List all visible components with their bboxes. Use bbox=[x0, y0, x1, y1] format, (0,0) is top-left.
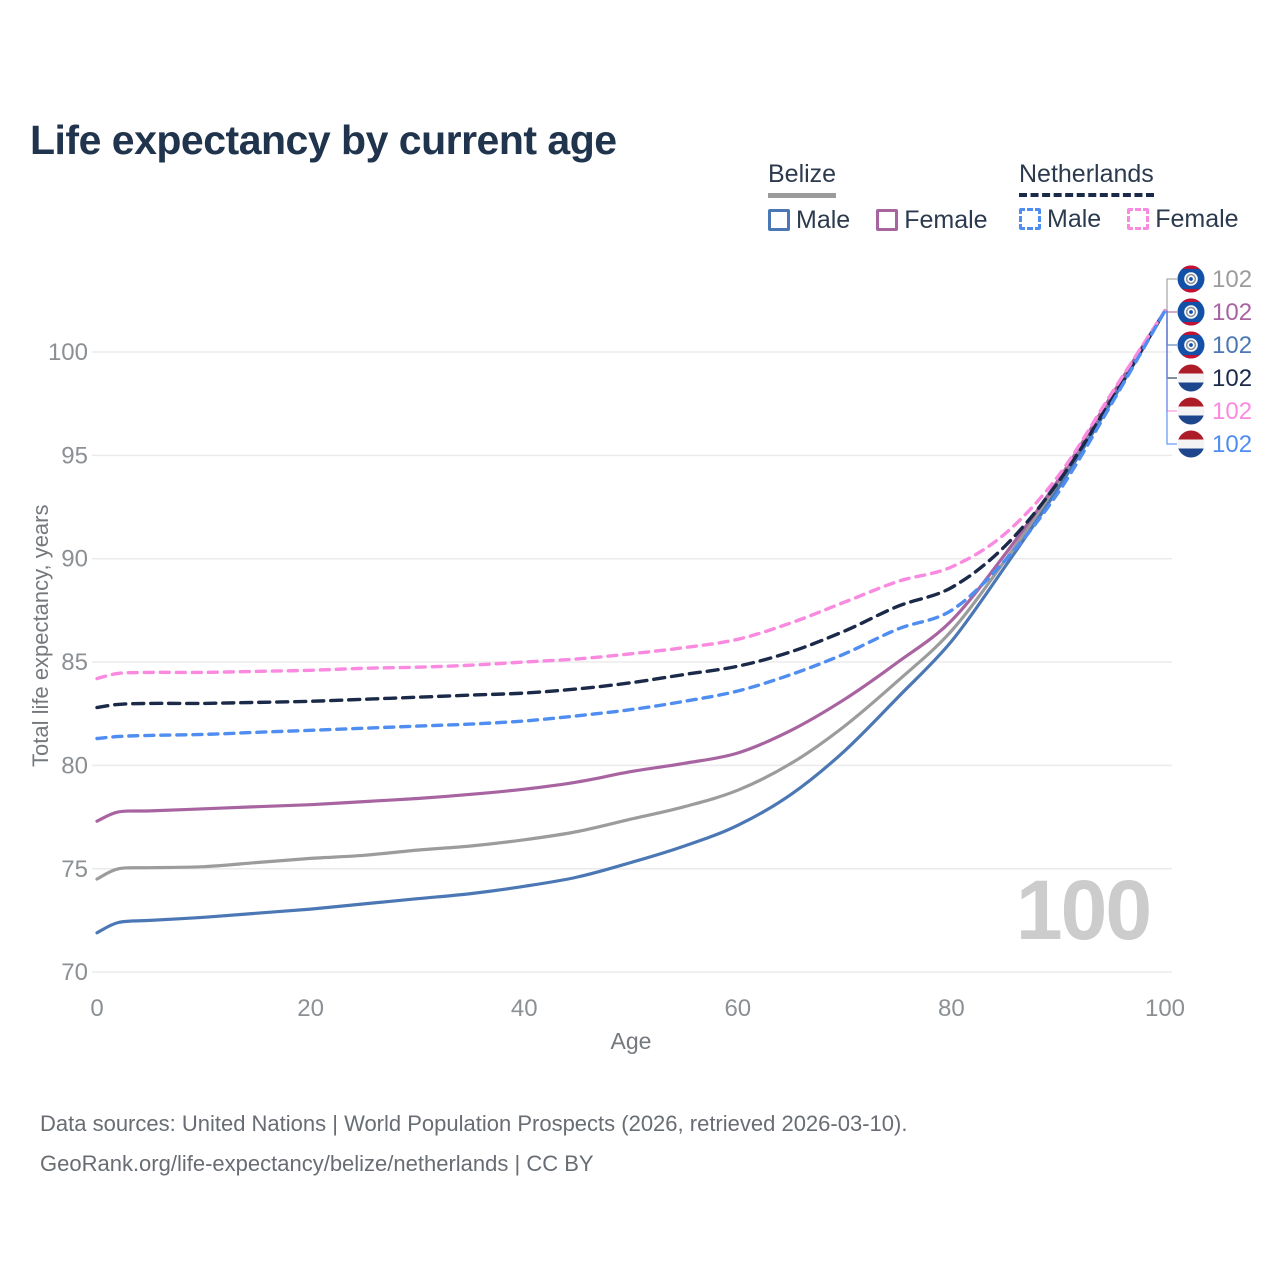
y-tick-label: 100 bbox=[48, 339, 88, 366]
end-label-belize-female: 102 bbox=[1212, 299, 1252, 326]
end-label-leader bbox=[1166, 310, 1177, 412]
footer: Data sources: United Nations | World Pop… bbox=[40, 1104, 907, 1184]
series-line-netherlands-female bbox=[95, 309, 1167, 681]
age-counter-watermark: 100 bbox=[1015, 863, 1152, 957]
x-tick-label: 40 bbox=[511, 995, 538, 1022]
netherlands-flag-icon bbox=[1177, 397, 1205, 425]
end-label-leader bbox=[1166, 310, 1177, 445]
belize-flag-icon bbox=[1177, 265, 1205, 293]
x-axis-title: Age bbox=[610, 1028, 652, 1054]
legend-item-belize-male[interactable]: Male bbox=[768, 206, 850, 235]
series-line-netherlands-total bbox=[95, 309, 1167, 710]
series-line-netherlands-male bbox=[95, 309, 1167, 741]
legend-swatch-netherlands-female[interactable] bbox=[1127, 208, 1150, 230]
series-line-belize-female bbox=[95, 309, 1167, 823]
x-tick-label: 20 bbox=[297, 995, 324, 1022]
series-line-belize-total bbox=[95, 309, 1167, 881]
legend-swatch-netherlands-male[interactable] bbox=[1019, 208, 1041, 230]
netherlands-flag-icon bbox=[1177, 364, 1205, 392]
belize-flag-icon bbox=[1177, 331, 1205, 359]
footer-attribution-link[interactable]: GeoRank.org/life-expectancy/belize/nethe… bbox=[40, 1151, 594, 1176]
x-tick-label: 80 bbox=[938, 995, 965, 1022]
x-tick-label: 100 bbox=[1145, 995, 1185, 1022]
page-title: Life expectancy by current age bbox=[30, 117, 617, 164]
y-tick-label: 85 bbox=[61, 649, 88, 676]
belize-flag-icon bbox=[1177, 298, 1205, 326]
legend-swatch-belize-female[interactable] bbox=[876, 209, 899, 231]
legend-swatch-belize-male[interactable] bbox=[768, 209, 790, 231]
end-label-netherlands-female: 102 bbox=[1212, 398, 1252, 425]
series-line-belize-male bbox=[95, 309, 1167, 935]
legend-group-netherlands: Netherlands Male Female bbox=[1019, 160, 1239, 234]
legend-label: Female bbox=[1155, 204, 1239, 233]
end-label-netherlands-total: 102 bbox=[1212, 365, 1252, 392]
y-tick-label: 80 bbox=[61, 752, 88, 779]
x-tick-label: 60 bbox=[724, 995, 751, 1022]
x-tick-label: 0 bbox=[90, 995, 103, 1022]
end-label-leader bbox=[1166, 310, 1177, 346]
legend-label: Male bbox=[1047, 204, 1102, 233]
y-tick-label: 75 bbox=[61, 856, 88, 883]
legend-item-netherlands-male[interactable]: Male bbox=[1019, 205, 1101, 234]
end-label-leader bbox=[1166, 278, 1177, 311]
legend-group-belize: Belize Male Female bbox=[768, 160, 988, 235]
end-label-belize-male: 102 bbox=[1212, 332, 1252, 359]
end-label-netherlands-male: 102 bbox=[1212, 431, 1252, 458]
legend-country-netherlands: Netherlands bbox=[1019, 160, 1154, 197]
y-tick-label: 95 bbox=[61, 442, 88, 469]
legend-label: Male bbox=[796, 205, 851, 234]
legend-label: Female bbox=[904, 205, 988, 234]
y-tick-label: 70 bbox=[61, 959, 88, 986]
legend-country-belize: Belize bbox=[768, 160, 837, 198]
legend-item-netherlands-female[interactable]: Female bbox=[1127, 204, 1239, 234]
footer-data-sources: Data sources: United Nations | World Pop… bbox=[40, 1111, 908, 1136]
end-label-leader bbox=[1166, 310, 1177, 313]
end-label-belize-total: 102 bbox=[1212, 266, 1252, 293]
y-tick-label: 90 bbox=[61, 546, 88, 573]
netherlands-flag-icon bbox=[1177, 430, 1205, 458]
legend-item-belize-female[interactable]: Female bbox=[876, 205, 988, 235]
